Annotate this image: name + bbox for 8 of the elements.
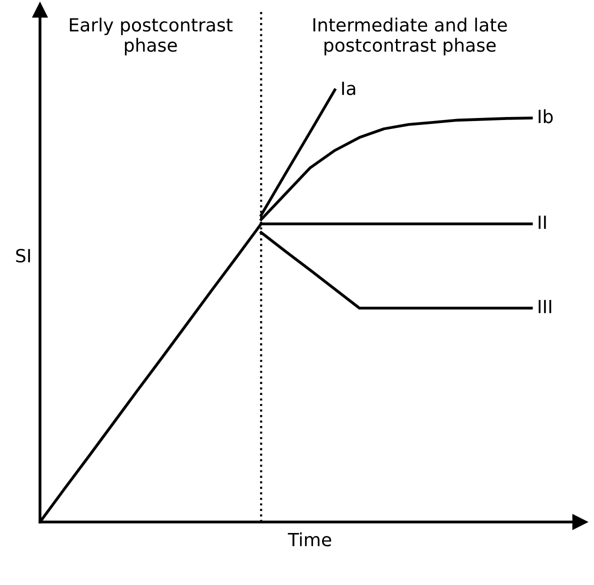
series-label: III (538, 300, 552, 314)
y-axis-title: SI (16, 248, 30, 262)
text: Early postcontrast phase (70, 18, 233, 56)
x-axis-title: Time (288, 532, 332, 546)
text: Intermediate and late postcontrast phase (313, 18, 507, 56)
series-label: II (538, 216, 546, 229)
series-label: Ib (538, 109, 553, 124)
series-label: Ia (342, 82, 356, 96)
